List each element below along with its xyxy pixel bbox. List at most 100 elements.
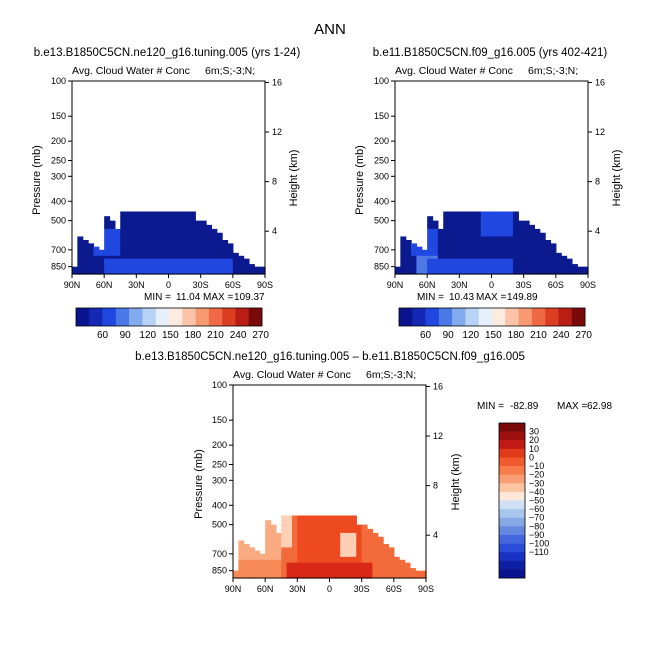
panel-3-cell (308, 570, 315, 574)
panel-3-cell (270, 573, 277, 577)
panel-1-cell (222, 264, 229, 268)
panel-1-cell (163, 239, 170, 244)
panel-1-cell (179, 261, 186, 265)
panel-1-cell (173, 243, 180, 248)
panel-3-cell (281, 556, 288, 561)
panel-3-cell (324, 575, 331, 579)
panel-1-cell (168, 255, 175, 260)
panel-2-cell (507, 264, 514, 268)
panel-2-cell (480, 243, 487, 248)
panel-1-cell (104, 216, 111, 222)
panel-2-cell (486, 224, 493, 230)
panel-2-cell (518, 228, 525, 234)
colorbar-1-swatch (155, 308, 170, 326)
panel-1-cell (216, 252, 223, 257)
panel-2-cell (539, 264, 546, 268)
panel-1-xtick-label: 30S (193, 280, 209, 290)
panel-3-cell (270, 547, 277, 552)
panel-3-subtitle-left: Avg. Cloud Water # Conc (233, 369, 351, 381)
panel-3-cell (313, 556, 320, 561)
panel-1-cell (136, 271, 143, 275)
panel-3-cell (388, 547, 395, 552)
colorbar-diff-swatch (499, 483, 525, 493)
panel-1-cell (222, 252, 229, 257)
panel-1-cell (238, 266, 245, 270)
colorbar-diff-label: −50 (529, 496, 544, 506)
panel-3-cell (329, 528, 336, 534)
panel-3-cell (286, 515, 293, 521)
colorbar-1-label: 180 (185, 330, 202, 341)
panel-3-cell (345, 520, 352, 526)
panel-3-cell (275, 547, 282, 552)
panel-3-cell (238, 570, 245, 574)
panel-1-cell (179, 255, 186, 260)
panel-1-cell (88, 258, 95, 263)
panel-2-cell (518, 261, 525, 265)
panel-3-cell (334, 528, 341, 534)
panel-1-cell (77, 258, 84, 263)
panel-3-cell (275, 568, 282, 572)
panel-2-cell (496, 246, 503, 251)
panel-1-cell (104, 258, 111, 263)
panel-3-cell (265, 550, 272, 555)
panel-2-cell (512, 264, 519, 268)
panel-3-ptick-label: 300 (212, 475, 227, 485)
panel-3-cell (297, 556, 304, 561)
panel-3-cell (249, 559, 256, 564)
panel-1-cell (216, 269, 223, 273)
panel-3-cell (243, 553, 250, 558)
panel-2-cell (518, 224, 525, 230)
panel-2-cell (566, 264, 573, 268)
panel-1-cell (179, 211, 186, 217)
panel-1-cell (72, 266, 78, 270)
panel-3-htick-label: 16 (433, 381, 443, 391)
panel-3-cell (350, 568, 357, 572)
panel-2-cell (480, 211, 487, 217)
panel-3-cell (308, 532, 315, 538)
panel-3-cell (383, 543, 390, 548)
panel-1-cell (125, 271, 132, 275)
panel-3-cell (302, 536, 309, 542)
panel-2-cell (502, 211, 509, 217)
panel-2-cell (437, 255, 444, 260)
panel-2-cell (523, 239, 530, 244)
panel-3-cell (334, 556, 341, 561)
panel-2-cell (416, 258, 423, 263)
panel-2-cell (448, 255, 455, 260)
panel-1-cell (211, 252, 218, 257)
panel-3-cell (334, 547, 341, 552)
panel-1-cell (136, 216, 143, 222)
panel-2-cell (470, 239, 477, 244)
panel-2-cell (432, 236, 439, 241)
panel-1-cell (184, 243, 191, 248)
panel-1-cell (125, 264, 132, 268)
panel-2-cell (480, 249, 487, 254)
panel-1-cell (152, 252, 159, 257)
panel-1-cell (243, 271, 250, 275)
panel-1-cell (98, 258, 105, 263)
panel-1-cell (232, 255, 239, 260)
panel-3-cell (275, 565, 282, 569)
panel-1-cell (163, 249, 170, 254)
panel-1-cell (222, 271, 229, 275)
panel-3-cell (265, 524, 272, 530)
panel-3-cell (313, 570, 320, 574)
panel-2-cell (534, 264, 541, 268)
panel-2-cell (561, 271, 568, 275)
panel-1-cell (254, 266, 261, 270)
panel-2-cell (480, 264, 487, 268)
panel-2-cell (512, 252, 519, 257)
panel-3-cell (377, 540, 384, 545)
panel-3-min-label: MIN = (477, 401, 504, 412)
panel-2-cell (555, 266, 562, 270)
panel-2-cell (453, 236, 460, 241)
panel-1-cell (82, 269, 89, 273)
colorbar-1-swatch (222, 308, 236, 326)
panel-3-cell (286, 528, 293, 534)
panel-2-cell (470, 264, 477, 268)
panel-3-cell (415, 575, 422, 579)
panel-3-cell (350, 536, 357, 542)
panel-3-cell (313, 553, 320, 558)
panel-3-cell (372, 562, 379, 567)
panel-1-cell (168, 264, 175, 268)
